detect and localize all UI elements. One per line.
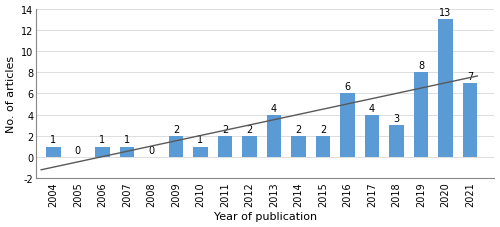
Bar bbox=[438, 20, 453, 158]
Y-axis label: No. of articles: No. of articles bbox=[6, 56, 16, 132]
Bar bbox=[340, 94, 355, 158]
Bar bbox=[291, 136, 306, 158]
Text: 3: 3 bbox=[394, 114, 400, 124]
X-axis label: Year of publication: Year of publication bbox=[214, 212, 317, 222]
Text: 2: 2 bbox=[173, 124, 179, 134]
Text: 0: 0 bbox=[148, 145, 154, 155]
Bar bbox=[316, 136, 330, 158]
Bar bbox=[266, 115, 281, 158]
Bar bbox=[414, 73, 428, 158]
Text: 1: 1 bbox=[100, 135, 105, 145]
Text: 2: 2 bbox=[246, 124, 252, 134]
Text: 2: 2 bbox=[222, 124, 228, 134]
Bar bbox=[389, 126, 404, 158]
Bar bbox=[364, 115, 380, 158]
Text: 13: 13 bbox=[440, 8, 452, 18]
Bar bbox=[193, 147, 208, 158]
Bar bbox=[46, 147, 61, 158]
Text: 2: 2 bbox=[320, 124, 326, 134]
Text: 1: 1 bbox=[198, 135, 203, 145]
Bar bbox=[462, 84, 477, 158]
Text: 4: 4 bbox=[271, 103, 277, 113]
Text: 0: 0 bbox=[75, 145, 81, 155]
Bar bbox=[120, 147, 134, 158]
Text: 1: 1 bbox=[124, 135, 130, 145]
Bar bbox=[218, 136, 232, 158]
Text: 8: 8 bbox=[418, 61, 424, 71]
Text: 6: 6 bbox=[344, 82, 350, 92]
Text: 2: 2 bbox=[296, 124, 302, 134]
Bar bbox=[168, 136, 184, 158]
Bar bbox=[242, 136, 257, 158]
Text: 1: 1 bbox=[50, 135, 56, 145]
Text: 7: 7 bbox=[467, 72, 473, 81]
Text: 4: 4 bbox=[369, 103, 375, 113]
Bar bbox=[95, 147, 110, 158]
